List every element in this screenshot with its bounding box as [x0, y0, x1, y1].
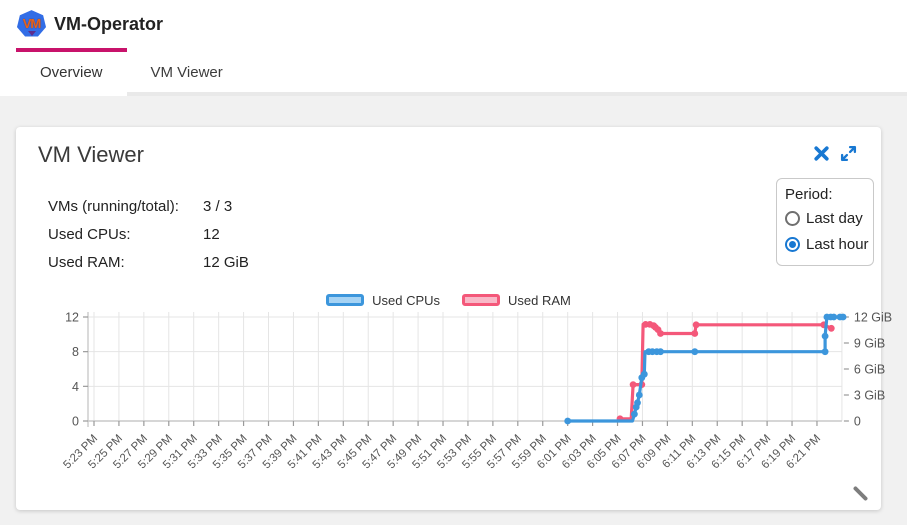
- chart-legend: Used CPUs Used RAM: [38, 291, 859, 309]
- svg-text:12: 12: [65, 311, 79, 325]
- tab-overview-label: Overview: [40, 63, 103, 81]
- stat-value: 12: [203, 225, 220, 243]
- content-area: VM Viewer VMs (running/total): 3 / 3 Use…: [0, 96, 907, 525]
- stat-row-cpus: Used CPUs: 12: [48, 220, 859, 248]
- tab-bar: Overview VM Viewer: [0, 48, 907, 96]
- svg-text:0: 0: [854, 415, 861, 429]
- logo-notch: [27, 30, 36, 36]
- stat-value: 12 GiB: [203, 253, 249, 271]
- vm-viewer-panel: VM Viewer VMs (running/total): 3 / 3 Use…: [16, 127, 892, 510]
- stat-row-vms: VMs (running/total): 3 / 3: [48, 192, 859, 220]
- stat-label: Used RAM:: [48, 253, 125, 271]
- legend-item-used-cpus[interactable]: Used CPUs: [326, 293, 440, 308]
- close-icon[interactable]: [813, 145, 830, 162]
- radio-icon[interactable]: [785, 236, 800, 252]
- radio-last-day[interactable]: Last day: [785, 205, 869, 231]
- legend-swatch-icon: [462, 294, 501, 306]
- tab-bar-filler: [246, 48, 907, 96]
- radio-last-hour[interactable]: Last hour: [785, 231, 869, 257]
- app-title: VM-Operator: [54, 13, 164, 34]
- svg-text:8: 8: [72, 345, 79, 359]
- svg-text:4: 4: [72, 380, 79, 394]
- vm-stats: VMs (running/total): 3 / 3 Used CPUs: 12…: [48, 192, 859, 276]
- stat-value: 3 / 3: [203, 197, 233, 215]
- radio-icon[interactable]: [785, 210, 800, 226]
- svg-text:0: 0: [72, 415, 79, 429]
- usage-chart: 5:23 PM5:25 PM5:27 PM5:29 PM5:31 PM5:33 …: [61, 311, 892, 472]
- radio-last-day-label: Last day: [806, 209, 863, 227]
- resize-handle-icon[interactable]: [852, 485, 869, 502]
- legend-label: Used RAM: [508, 292, 571, 308]
- svg-text:12 GiB: 12 GiB: [854, 311, 892, 325]
- tab-vm-viewer-label: VM Viewer: [150, 63, 223, 81]
- legend-label: Used CPUs: [372, 292, 441, 308]
- stat-label: VMs (running/total):: [48, 197, 179, 215]
- svg-text:9 GiB: 9 GiB: [854, 337, 885, 351]
- legend-item-used-ram[interactable]: Used RAM: [462, 293, 571, 308]
- vm-operator-logo-icon: VM: [16, 10, 47, 37]
- period-label: Period:: [785, 186, 833, 203]
- stat-label: Used CPUs:: [48, 225, 131, 243]
- svg-text:3 GiB: 3 GiB: [854, 389, 885, 403]
- tab-vm-viewer[interactable]: VM Viewer: [126, 48, 247, 96]
- radio-last-hour-label: Last hour: [806, 235, 869, 253]
- period-selector: Period: Last day Last hour: [776, 178, 874, 266]
- app-header: VM VM-Operator: [0, 0, 907, 48]
- logo-text: VM: [22, 15, 41, 31]
- expand-icon[interactable]: [840, 145, 857, 162]
- panel-title: VM Viewer: [38, 142, 144, 167]
- panel-actions: [813, 145, 857, 162]
- stat-row-ram: Used RAM: 12 GiB: [48, 248, 859, 276]
- legend-swatch-icon: [326, 294, 365, 306]
- svg-text:6 GiB: 6 GiB: [854, 363, 885, 377]
- tab-overview[interactable]: Overview: [16, 48, 127, 96]
